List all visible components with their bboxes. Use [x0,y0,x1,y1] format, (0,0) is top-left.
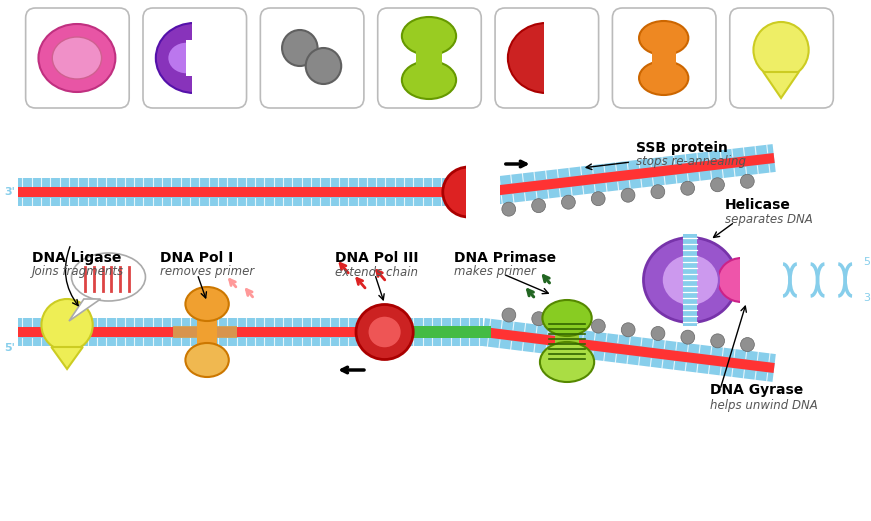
Polygon shape [483,153,774,197]
Ellipse shape [368,316,402,348]
Text: DNA Gyrase: DNA Gyrase [710,383,803,397]
Ellipse shape [356,304,413,359]
Bar [197,306,217,358]
Circle shape [502,202,516,216]
Text: DNA Pol I: DNA Pol I [159,251,233,265]
Circle shape [651,185,665,199]
Bar [172,326,237,338]
Polygon shape [69,299,100,321]
Bar [186,40,224,76]
Text: separates DNA: separates DNA [725,214,813,227]
FancyBboxPatch shape [260,8,364,108]
Polygon shape [763,72,799,98]
Text: Helicase: Helicase [725,198,791,212]
Circle shape [591,192,605,206]
Ellipse shape [71,253,145,301]
Ellipse shape [662,254,719,306]
Text: 5': 5' [863,257,871,267]
Circle shape [282,30,318,66]
FancyBboxPatch shape [612,8,716,108]
Polygon shape [482,318,776,382]
Circle shape [532,312,545,326]
Text: makes primer: makes primer [454,266,536,279]
Bar [652,38,676,78]
Circle shape [621,323,635,337]
Bar [402,326,491,338]
FancyBboxPatch shape [378,8,482,108]
Circle shape [531,199,545,213]
Circle shape [562,315,576,329]
Circle shape [502,308,516,322]
Text: DNA Pol III: DNA Pol III [335,251,419,265]
Ellipse shape [442,167,494,217]
Ellipse shape [639,61,688,95]
Text: stops re-annealing: stops re-annealing [636,155,746,168]
Ellipse shape [186,343,229,377]
Ellipse shape [167,42,206,74]
Circle shape [753,22,808,78]
Text: 3': 3' [863,293,871,303]
Polygon shape [483,327,774,373]
Ellipse shape [639,21,688,55]
Bar [544,18,591,98]
Ellipse shape [543,300,591,336]
Circle shape [740,174,754,188]
Text: 5': 5' [4,343,16,353]
Bar [684,234,697,326]
Ellipse shape [718,258,766,302]
Circle shape [562,195,576,209]
Text: DNA Ligase: DNA Ligase [31,251,121,265]
FancyBboxPatch shape [730,8,834,108]
Text: extends chain: extends chain [335,266,418,279]
Circle shape [711,178,725,192]
Ellipse shape [402,17,456,55]
Bar [467,164,500,220]
Circle shape [621,188,635,202]
Polygon shape [482,144,776,206]
Ellipse shape [508,23,584,93]
Text: DNA Primase: DNA Primase [454,251,556,265]
Ellipse shape [52,37,102,79]
Text: removes primer: removes primer [159,266,254,279]
Circle shape [681,181,694,195]
FancyBboxPatch shape [495,8,598,108]
Ellipse shape [402,61,456,99]
Circle shape [306,48,341,84]
Bar [192,18,240,98]
Polygon shape [17,178,483,206]
Polygon shape [51,347,83,369]
Ellipse shape [186,287,229,321]
Polygon shape [17,318,483,346]
Circle shape [681,330,695,344]
Bar [739,254,771,306]
Polygon shape [17,327,483,337]
Bar [416,36,442,80]
Bar [555,320,579,360]
Circle shape [591,319,605,333]
Ellipse shape [38,24,115,92]
Text: Joins fragments: Joins fragments [31,266,124,279]
Ellipse shape [540,342,594,382]
Ellipse shape [156,23,233,93]
Circle shape [652,327,665,341]
FancyBboxPatch shape [25,8,129,108]
Circle shape [740,338,754,352]
Circle shape [42,299,92,351]
Text: SSB protein: SSB protein [636,141,728,155]
FancyBboxPatch shape [143,8,246,108]
Ellipse shape [644,238,737,322]
Circle shape [711,334,725,348]
Text: helps unwind DNA: helps unwind DNA [710,399,818,412]
Text: 3': 3' [4,187,16,197]
Polygon shape [17,187,483,197]
